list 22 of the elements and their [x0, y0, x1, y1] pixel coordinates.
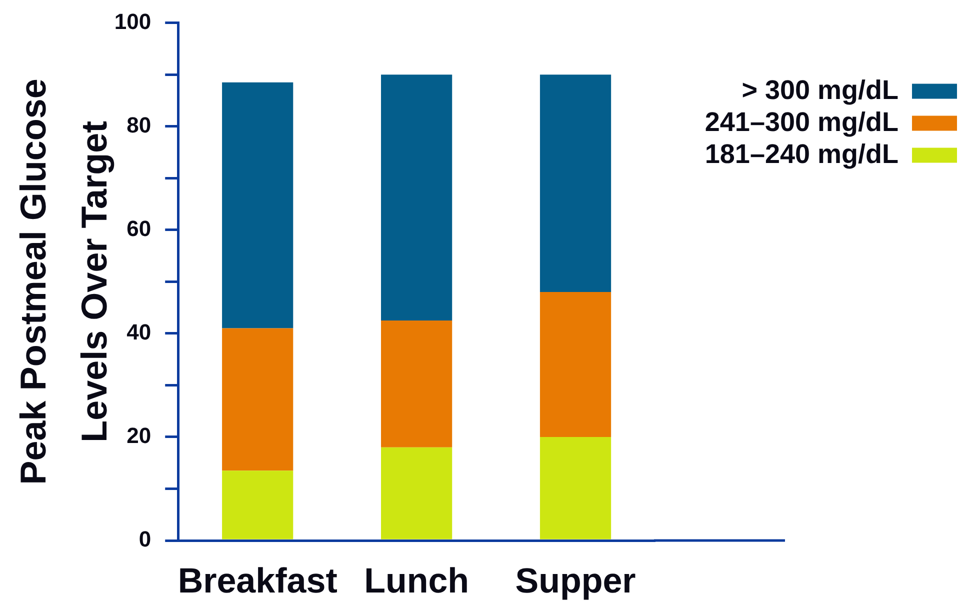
legend-label: 181–240 mg/dL [704, 138, 898, 169]
x-tick-label: Lunch [364, 561, 470, 600]
y-axis-title: Peak Postmeal Glucose Levels Over Target [12, 78, 115, 485]
y-tick-label: 100 [114, 8, 152, 34]
bar [381, 320, 452, 448]
x-tick-label: Supper [515, 561, 636, 600]
y-tick-label: 20 [126, 423, 152, 448]
bar [381, 447, 452, 540]
bar [222, 470, 294, 540]
bar [540, 292, 612, 437]
y-tick-label: 0 [138, 526, 152, 552]
x-tick-label: Breakfast [178, 561, 338, 600]
bar [381, 74, 452, 320]
legend-label: 241–300 mg/dL [704, 106, 898, 137]
bar [540, 74, 612, 292]
bar [540, 436, 612, 540]
bar [222, 82, 294, 328]
y-tick-label: 60 [126, 216, 152, 241]
y-tick-label: 40 [126, 319, 152, 344]
bar [222, 328, 294, 471]
legend-label: > 300 mg/dL [742, 74, 898, 105]
y-tick-label: 80 [126, 112, 152, 138]
